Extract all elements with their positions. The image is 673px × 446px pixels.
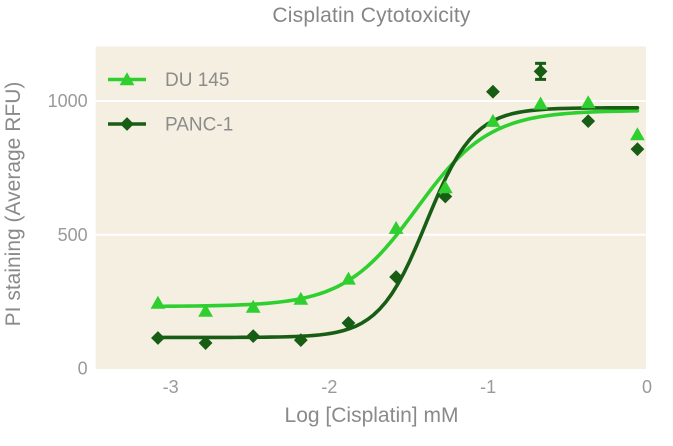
fit-curve-panc-1: [156, 105, 640, 340]
data-point-panc-1-1: [198, 336, 213, 350]
plot-background: [95, 46, 646, 369]
data-point-du-145-3: [293, 291, 309, 305]
chart-title: Cisplatin Cytotoxicity: [272, 4, 471, 27]
y-tick-label-0: 0: [78, 358, 88, 378]
data-point-du-145-9: [580, 95, 596, 109]
x-tick-label--3: -3: [163, 377, 179, 397]
data-point-panc-1-3: [293, 333, 308, 348]
legend-marker-1: [120, 117, 134, 131]
y-tick-label-1000: 1000: [48, 91, 88, 111]
data-point-du-145-10: [630, 127, 645, 141]
data-point-du-145-7: [485, 113, 501, 127]
data-point-panc-1-2: [246, 329, 261, 344]
data-point-panc-1-5: [389, 270, 403, 284]
x-tick-label--1: -1: [480, 377, 496, 397]
data-point-du-145-0: [150, 295, 166, 309]
data-point-panc-1-4: [341, 316, 356, 330]
data-point-du-145-1: [198, 303, 213, 317]
data-point-du-145-6: [437, 180, 453, 194]
data-point-du-145-5: [388, 220, 404, 234]
x-tick-label--2: -2: [321, 377, 337, 397]
data-point-panc-1-10: [630, 142, 645, 157]
x-axis-title: Log [Cisplatin] mM: [284, 404, 459, 427]
data-point-du-145-8: [533, 96, 548, 110]
data-point-panc-1-8: [533, 64, 548, 79]
data-point-du-145-2: [245, 299, 261, 313]
legend-label-0: DU 145: [165, 70, 229, 91]
y-tick-label-500: 500: [58, 225, 88, 245]
legend-label-1: PANC-1: [165, 115, 233, 136]
data-point-du-145-4: [341, 271, 356, 285]
x-tick-label-0: 0: [642, 377, 652, 397]
data-point-panc-1-9: [581, 114, 596, 129]
data-point-panc-1-0: [151, 331, 165, 345]
data-point-panc-1-7: [486, 84, 500, 99]
legend-marker-0: [119, 72, 135, 86]
y-axis-title: PI staining (Average RFU): [2, 81, 25, 327]
